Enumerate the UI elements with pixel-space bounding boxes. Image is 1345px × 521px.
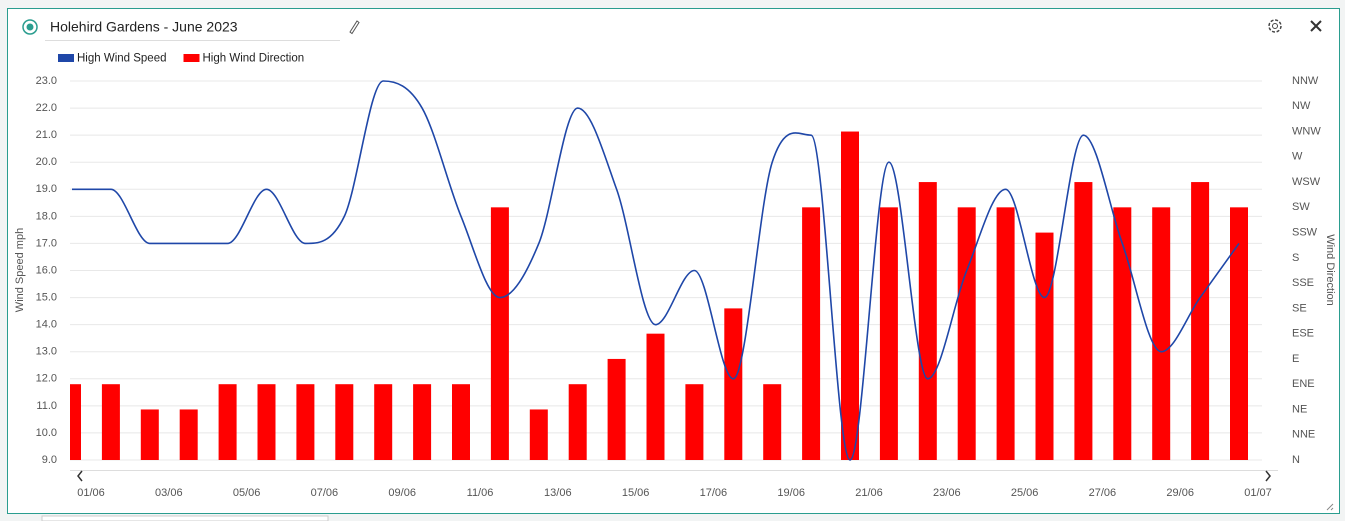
bar xyxy=(646,333,665,460)
bar xyxy=(685,384,704,460)
tab-strip xyxy=(41,515,329,521)
bar xyxy=(957,207,976,460)
x-tick-label: 03/06 xyxy=(155,487,183,499)
x-tick-label: 25/06 xyxy=(1011,487,1039,499)
bar xyxy=(218,384,237,460)
bar xyxy=(490,207,509,460)
bar xyxy=(374,384,393,460)
y2-tick-label: S xyxy=(1292,252,1299,264)
settings-icon[interactable] xyxy=(1268,19,1282,33)
bar xyxy=(335,384,354,460)
y-tick-label: 13.0 xyxy=(36,346,57,358)
bar xyxy=(1230,207,1248,460)
bar xyxy=(257,384,276,460)
x-tick-label: 23/06 xyxy=(933,487,961,499)
y-tick-label: 10.0 xyxy=(36,427,57,439)
bar xyxy=(918,182,937,461)
y-tick-label: 15.0 xyxy=(36,291,57,303)
x-tick-label: 13/06 xyxy=(544,487,572,499)
y2-axis-title: Wind Direction xyxy=(1324,234,1336,306)
bar xyxy=(452,384,470,460)
y2-tick-label: SSW xyxy=(1292,227,1318,239)
bar xyxy=(140,409,159,460)
legend-swatch xyxy=(183,54,200,62)
x-tick-label: 01/07 xyxy=(1244,487,1272,499)
bar xyxy=(296,384,315,460)
y-tick-label: 17.0 xyxy=(36,237,57,249)
bar xyxy=(607,358,626,460)
y2-tick-label: W xyxy=(1292,151,1303,163)
y-tick-label: 14.0 xyxy=(36,319,57,331)
plot-area xyxy=(70,80,1248,461)
edit-icon[interactable] xyxy=(349,20,360,35)
x-tick-label: 29/06 xyxy=(1166,487,1194,499)
y-tick-label: 22.0 xyxy=(36,102,57,114)
y2-tick-label: WNW xyxy=(1292,125,1321,137)
resize-handle[interactable] xyxy=(1326,503,1334,511)
y2-tick-label: NE xyxy=(1292,403,1307,415)
close-icon[interactable] xyxy=(1310,20,1322,32)
x-tick-label: 21/06 xyxy=(855,487,883,499)
scroll-right[interactable] xyxy=(1265,470,1271,482)
y-tick-label: 20.0 xyxy=(36,156,57,168)
y2-tick-label: SW xyxy=(1292,201,1310,213)
y-tick-label: 23.0 xyxy=(36,75,57,87)
bar xyxy=(879,207,898,460)
bar xyxy=(179,409,198,460)
x-tick-label: 15/06 xyxy=(622,487,650,499)
y2-tick-label: SSE xyxy=(1292,277,1314,289)
bar xyxy=(996,207,1015,460)
y-axis-title: Wind Speed mph xyxy=(14,228,26,312)
x-tick-label: 09/06 xyxy=(388,487,416,499)
bar xyxy=(70,384,81,460)
bar xyxy=(413,384,432,460)
bar xyxy=(1074,182,1093,461)
y2-tick-label: NNE xyxy=(1292,429,1315,441)
panel-frame xyxy=(7,8,1340,514)
y2-tick-label: WSW xyxy=(1292,176,1321,188)
x-tick-label: 07/06 xyxy=(311,487,339,499)
bar xyxy=(568,384,587,460)
bar xyxy=(1191,182,1210,461)
y-tick-label: 18.0 xyxy=(36,210,57,222)
line xyxy=(72,80,1240,461)
bar xyxy=(802,207,821,460)
bar xyxy=(724,308,743,460)
bar xyxy=(841,131,859,461)
y2-tick-label: SE xyxy=(1292,302,1307,314)
y2-tick-label: NNW xyxy=(1292,75,1319,87)
legend-label: High Wind Direction xyxy=(203,53,305,65)
legend-swatch xyxy=(58,54,74,62)
x-tick-label: 01/06 xyxy=(77,487,105,499)
legend-label: High Wind Speed xyxy=(77,53,167,65)
y2-tick-label: E xyxy=(1292,353,1299,365)
x-tick-label: 11/06 xyxy=(467,487,494,499)
y2-tick-label: ENE xyxy=(1292,378,1315,390)
y-tick-label: 12.0 xyxy=(36,373,57,385)
y2-tick-label: NW xyxy=(1292,100,1311,112)
status-dot xyxy=(26,23,34,31)
x-tick-label: 27/06 xyxy=(1089,487,1117,499)
y-tick-label: 11.0 xyxy=(36,400,57,412)
chart-title: Holehird Gardens - June 2023 xyxy=(50,19,238,35)
bar xyxy=(101,384,120,460)
y-tick-label: 16.0 xyxy=(36,264,57,276)
y-tick-label: 9.0 xyxy=(42,454,57,466)
bar xyxy=(1035,232,1054,460)
status-icon[interactable] xyxy=(22,19,38,35)
bar xyxy=(763,384,782,460)
bar xyxy=(529,409,548,460)
x-tick-label: 19/06 xyxy=(777,487,805,499)
bar xyxy=(1152,207,1171,460)
x-tick-label: 05/06 xyxy=(233,487,261,499)
y2-tick-label: N xyxy=(1292,454,1300,466)
y-tick-label: 19.0 xyxy=(36,183,57,195)
bar xyxy=(1113,207,1132,460)
y-tick-label: 21.0 xyxy=(36,129,57,141)
x-tick-label: 17/06 xyxy=(700,487,728,499)
scroll-left[interactable] xyxy=(77,470,83,482)
y2-tick-label: ESE xyxy=(1292,328,1314,340)
